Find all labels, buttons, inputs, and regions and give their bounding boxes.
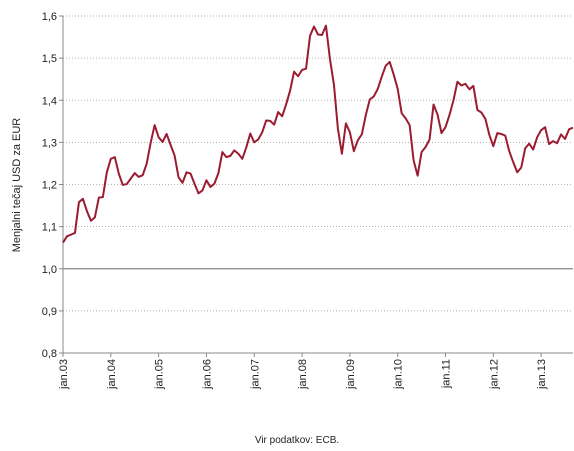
data-line (62, 24, 574, 244)
y-tick-label: 0,8 (42, 348, 57, 360)
x-tick-label: jan.09 (345, 359, 357, 390)
y-tick-label: 1,3 (42, 137, 57, 149)
y-axis-label: Menjalni tečaj USD za EUR (11, 118, 23, 253)
y-tick-label: 0,9 (42, 306, 57, 318)
x-tick-label: jan.11 (441, 359, 453, 389)
y-tick-label: 1,4 (42, 95, 57, 107)
x-tick-label: jan.12 (488, 359, 500, 390)
y-tick-label: 1,6 (42, 11, 57, 23)
x-tick-label: jan.03 (58, 359, 70, 390)
x-tick-label: jan.06 (201, 359, 213, 390)
y-tick-label: 1,1 (42, 222, 57, 234)
y-tick-label: 1,5 (42, 53, 57, 65)
x-tick-label: jan.05 (154, 359, 166, 390)
x-tick-label: jan.13 (536, 359, 548, 390)
y-tick-label: 1,2 (42, 180, 57, 192)
y-tick-label: 1,0 (42, 264, 57, 276)
x-tick-label: jan.07 (249, 359, 261, 390)
x-tick-label: jan.10 (393, 359, 405, 390)
x-tick-label: jan.04 (106, 359, 118, 390)
x-tick-label: jan.08 (297, 359, 309, 390)
source-note: Vir podatkov: ECB. (255, 435, 339, 446)
